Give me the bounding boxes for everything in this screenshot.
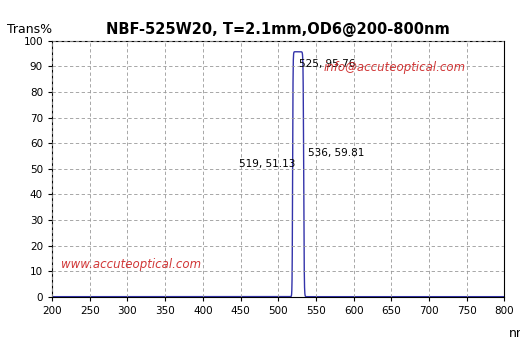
- Text: 536, 59.81: 536, 59.81: [308, 148, 365, 158]
- Text: 525, 95.76: 525, 95.76: [298, 59, 355, 69]
- Text: www.accuteoptical.com: www.accuteoptical.com: [61, 258, 201, 271]
- Text: 519, 51.13: 519, 51.13: [239, 159, 295, 169]
- Text: info@accuteoptical.com: info@accuteoptical.com: [323, 61, 465, 74]
- Title: NBF-525W20, T=2.1mm,OD6@200-800nm: NBF-525W20, T=2.1mm,OD6@200-800nm: [106, 22, 450, 37]
- Text: nm: nm: [509, 327, 520, 340]
- Text: Trans%: Trans%: [7, 23, 52, 36]
